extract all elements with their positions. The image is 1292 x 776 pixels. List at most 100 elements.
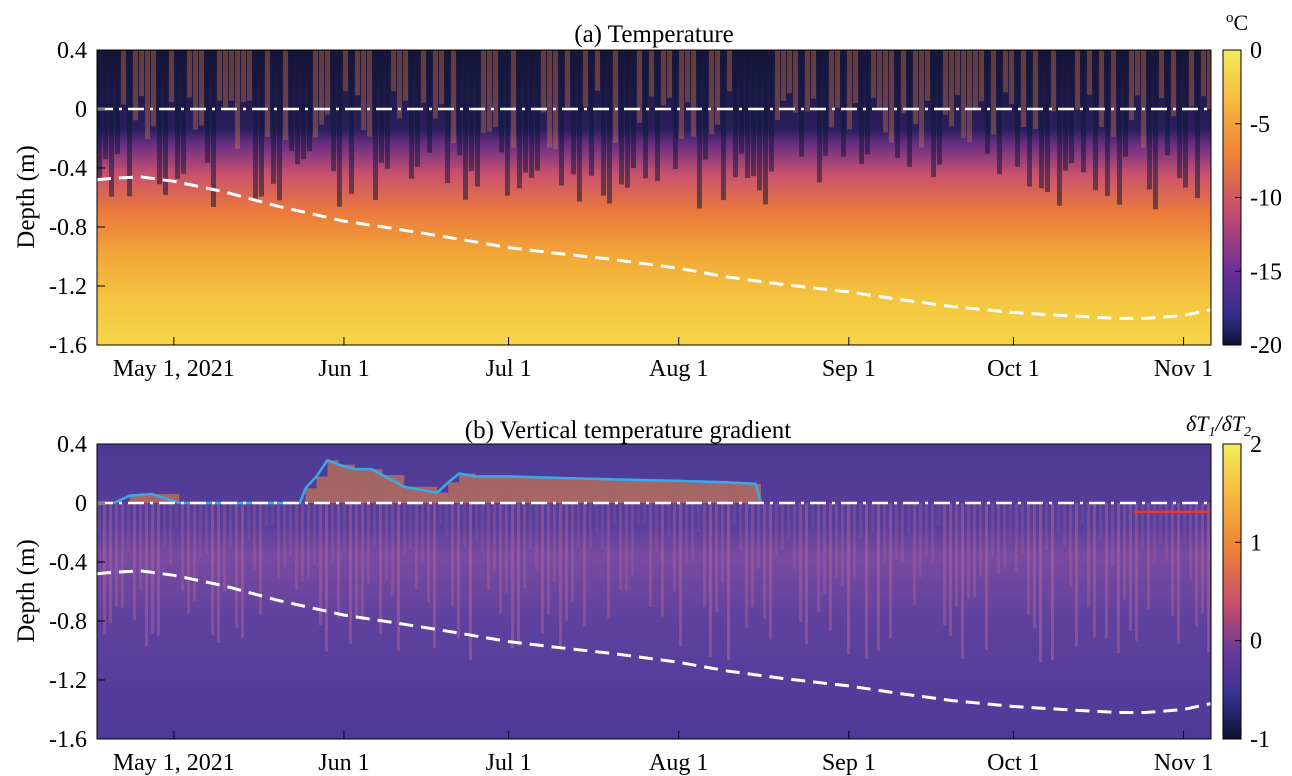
texture-stripe <box>487 503 490 590</box>
texture-stripe <box>469 50 474 171</box>
texture-stripe <box>163 50 168 195</box>
texture-stripe <box>679 50 684 139</box>
texture-stripe <box>835 503 838 579</box>
texture-stripe <box>1189 50 1194 107</box>
texture-stripe <box>223 503 226 591</box>
texture-stripe <box>1003 503 1006 569</box>
hotspot-band <box>448 482 460 503</box>
texture-stripe <box>871 50 876 98</box>
texture-stripe <box>1111 50 1116 137</box>
texture-stripe <box>829 50 834 128</box>
texture-stripe <box>739 50 744 154</box>
panel-a-active-layer-boundary <box>97 175 1211 320</box>
texture-stripe <box>871 503 874 534</box>
x-tick-label: Nov 1 <box>1154 356 1213 382</box>
texture-stripe <box>1075 50 1080 110</box>
texture-stripe <box>697 503 700 533</box>
x-tick-label: Jul 1 <box>486 750 532 776</box>
texture-stripe <box>1153 503 1156 563</box>
x-tick-label: Aug 1 <box>649 356 708 382</box>
texture-stripe <box>475 503 478 541</box>
texture-stripe <box>289 50 294 152</box>
texture-stripe <box>745 50 750 178</box>
texture-stripe <box>481 503 484 553</box>
texture-stripe <box>271 503 274 527</box>
texture-stripe <box>133 503 136 621</box>
texture-stripe <box>649 503 652 608</box>
texture-stripe <box>349 50 354 194</box>
panel-b-colorbar-ticks: 2 1 0 -1 <box>1235 432 1270 753</box>
texture-stripe <box>433 50 438 119</box>
texture-stripe <box>349 503 352 644</box>
texture-stripe <box>469 503 472 661</box>
panel-a-plot-area <box>97 50 1211 345</box>
texture-stripe <box>1087 50 1092 95</box>
texture-stripe <box>355 503 358 620</box>
texture-stripe <box>1165 503 1168 561</box>
texture-stripe <box>211 503 214 636</box>
texture-stripe <box>937 50 942 165</box>
texture-stripe <box>919 503 922 578</box>
texture-stripe <box>1051 503 1054 661</box>
texture-stripe <box>679 503 682 647</box>
texture-stripe <box>793 503 796 570</box>
panel-b-colorbar <box>1222 443 1242 740</box>
texture-stripe <box>109 503 112 623</box>
texture-stripe <box>847 503 850 655</box>
texture-stripe <box>589 503 592 549</box>
texture-stripe <box>1021 503 1024 554</box>
texture-stripe <box>235 50 240 149</box>
texture-stripe <box>607 503 610 619</box>
texture-stripe <box>889 503 892 639</box>
texture-stripe <box>769 503 772 640</box>
texture-stripe <box>181 50 186 174</box>
y-tick-label: 0.4 <box>57 38 87 64</box>
panel-b-y-axis: 0.4 0 -0.4 -0.8 -1.2 -1.6 <box>49 432 105 753</box>
texture-stripe <box>757 50 762 191</box>
x-tick-label: Nov 1 <box>1154 750 1213 776</box>
texture-stripe <box>673 503 676 592</box>
texture-stripe <box>985 503 988 650</box>
texture-stripe <box>619 503 622 590</box>
hotspot-band <box>612 479 679 503</box>
hotspot-band <box>508 476 558 503</box>
texture-stripe <box>505 50 510 196</box>
texture-stripe <box>433 503 436 649</box>
texture-stripe <box>1015 50 1020 167</box>
texture-stripe <box>853 503 856 580</box>
texture-stripe <box>1117 503 1120 653</box>
texture-stripe <box>601 503 604 550</box>
texture-stripe <box>703 503 706 607</box>
texture-stripe <box>1099 503 1102 541</box>
texture-stripe <box>487 50 492 132</box>
texture-stripe <box>1129 50 1134 120</box>
texture-stripe <box>943 503 946 626</box>
texture-stripe <box>643 503 646 525</box>
texture-stripe <box>379 50 384 163</box>
texture-stripe <box>97 50 102 178</box>
texture-stripe <box>247 503 250 540</box>
texture-stripe <box>337 503 340 619</box>
texture-stripe <box>937 503 940 526</box>
texture-stripe <box>1057 50 1062 206</box>
y-tick-label: 0 <box>75 491 87 517</box>
panel-b-snow-outline <box>112 458 763 505</box>
texture-stripe <box>907 503 910 534</box>
texture-stripe <box>553 503 556 583</box>
texture-stripe <box>163 503 166 547</box>
texture-stripe <box>445 50 450 184</box>
texture-stripe <box>343 503 346 553</box>
texture-stripe <box>625 50 630 188</box>
texture-stripe <box>667 503 670 538</box>
texture-stripe <box>709 503 712 657</box>
colorbar-tick-label: -15 <box>1250 259 1282 285</box>
texture-stripe <box>799 503 802 623</box>
texture-stripe <box>115 50 120 155</box>
texture-stripe <box>421 50 426 103</box>
texture-stripe <box>637 503 640 525</box>
hotspot-band <box>437 492 449 503</box>
texture-stripe <box>1093 503 1096 638</box>
texture-stripe <box>1009 503 1012 544</box>
texture-stripe <box>607 50 612 204</box>
texture-stripe <box>343 50 348 91</box>
